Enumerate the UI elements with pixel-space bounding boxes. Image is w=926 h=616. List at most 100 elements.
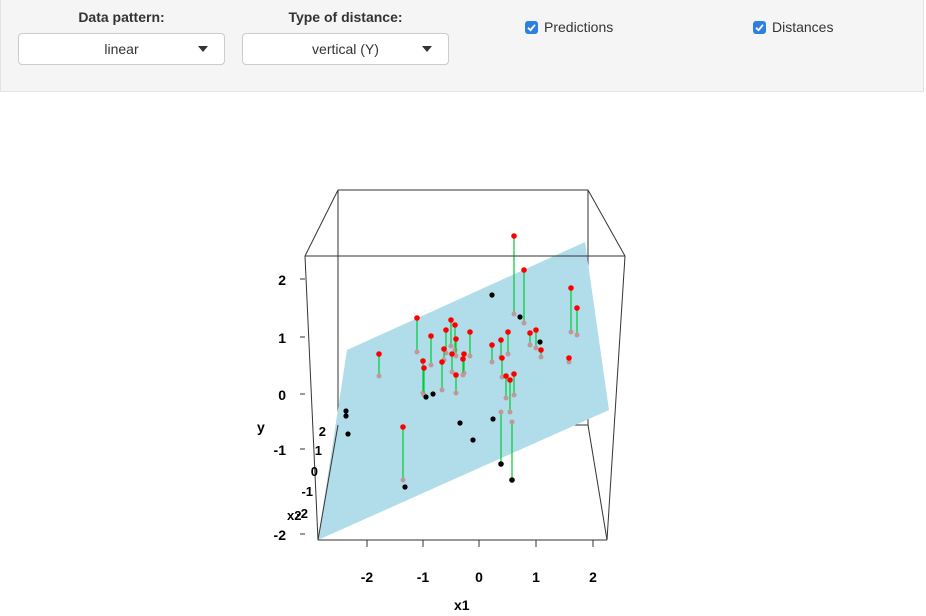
observed-point <box>489 292 495 298</box>
y-tick-label: -2 <box>274 527 287 543</box>
observed-point <box>511 233 517 239</box>
observed-point <box>376 351 382 357</box>
y-axis-ticks: -2 -1 0 1 2 <box>274 272 305 543</box>
observed-point <box>537 339 543 345</box>
control-panel: Data pattern: linear Type of distance: v… <box>0 0 924 92</box>
distances-checkbox[interactable]: Distances <box>753 19 833 35</box>
regression-3d-plot: -2 -1 0 1 2 -2 -1 0 1 2 -2 -1 0 1 2 y x1 x2 <box>257 189 626 613</box>
predicted-point <box>498 409 504 415</box>
checkbox-checked-icon <box>753 20 766 34</box>
y-tick-label: -1 <box>274 442 287 458</box>
observed-point <box>453 336 459 342</box>
predicted-point <box>511 311 517 317</box>
predicted-point <box>566 359 572 365</box>
observed-point <box>568 285 574 291</box>
predicted-point <box>439 387 445 393</box>
predicted-point <box>453 353 459 359</box>
predicted-point <box>503 395 509 401</box>
predicted-point <box>400 477 406 483</box>
predicted-point <box>509 419 515 425</box>
observed-point <box>511 371 517 377</box>
predicted-point <box>428 362 434 368</box>
predicted-point <box>414 349 420 355</box>
x2-tick-label: 1 <box>315 443 322 458</box>
observed-point <box>517 314 523 320</box>
x1-axis-label: x1 <box>454 597 470 611</box>
observed-point <box>423 394 429 400</box>
x1-tick-label: 2 <box>589 569 597 585</box>
x1-tick-label: -2 <box>361 569 374 585</box>
x1-tick-label: -1 <box>417 569 430 585</box>
x2-axis-label: x2 <box>287 508 301 523</box>
observed-point <box>400 424 406 430</box>
observed-point <box>452 322 458 328</box>
x2-tick-label: 0 <box>311 464 318 479</box>
y-tick-label: 2 <box>278 272 286 288</box>
observed-point <box>449 351 455 357</box>
data-pattern-select[interactable]: linear <box>18 33 225 65</box>
predicted-point <box>568 329 574 335</box>
observed-point <box>448 317 454 323</box>
predicted-point <box>533 345 539 351</box>
x1-axis-ticks: -2 -1 0 1 2 <box>361 540 597 585</box>
observed-point <box>428 333 434 339</box>
checkbox-checked-icon <box>525 20 538 34</box>
observed-point <box>441 346 447 352</box>
observed-point <box>439 359 445 365</box>
predicted-point <box>507 409 513 415</box>
predicted-point <box>574 332 580 338</box>
observed-point <box>467 329 473 335</box>
predicted-point <box>538 354 544 360</box>
predicted-point <box>443 350 449 356</box>
predicted-point <box>376 373 382 379</box>
observed-point <box>490 416 496 422</box>
observed-point <box>402 484 408 490</box>
observed-point <box>461 351 467 357</box>
predicted-point <box>489 359 495 365</box>
observed-point <box>566 355 572 361</box>
observed-point <box>505 329 511 335</box>
observed-point <box>489 342 495 348</box>
x2-axis-ticks: -2 -1 0 1 2 <box>296 424 326 521</box>
predicted-point <box>460 372 466 378</box>
observed-point <box>498 337 504 343</box>
box-front-edges <box>304 189 626 541</box>
chevron-down-icon <box>422 46 432 52</box>
regression-plane <box>318 242 609 540</box>
predictions-checkbox[interactable]: Predictions <box>525 19 613 35</box>
predicted-point <box>505 351 511 357</box>
x2-tick-label: -1 <box>301 484 313 499</box>
distances-label: Distances <box>772 19 834 35</box>
observed-point <box>533 327 539 333</box>
predicted-point <box>521 320 527 326</box>
observed-point <box>499 355 505 361</box>
observed-point <box>453 372 459 378</box>
x1-tick-label: 1 <box>532 569 540 585</box>
plot-area: -2 -1 0 1 2 -2 -1 0 1 2 -2 -1 0 1 2 y x1 x2 <box>0 92 926 613</box>
observed-point <box>345 431 351 437</box>
distance-type-label: Type of distance: <box>288 9 403 25</box>
observed-point <box>470 437 476 443</box>
observed-point <box>527 330 533 336</box>
predicted-point <box>448 343 454 349</box>
observed-point <box>521 267 527 273</box>
predicted-point <box>511 392 517 398</box>
observed-point <box>538 347 544 353</box>
y-tick-label: 0 <box>278 387 286 403</box>
observed-point <box>343 413 349 419</box>
x1-tick-label: 0 <box>475 569 483 585</box>
observed-point <box>430 391 436 397</box>
chevron-down-icon <box>198 46 208 52</box>
observed-point <box>420 358 426 364</box>
predicted-point <box>449 369 455 375</box>
observed-point <box>443 327 449 333</box>
predicted-point <box>527 342 533 348</box>
y-tick-label: 1 <box>278 330 286 346</box>
observed-point <box>457 420 463 426</box>
distance-type-select[interactable]: vertical (Y) <box>242 33 449 65</box>
x2-tick-label: -2 <box>296 506 308 521</box>
data-pattern-label: Data pattern: <box>78 9 165 25</box>
observed-point <box>509 477 515 483</box>
observed-point <box>503 373 509 379</box>
observed-point <box>421 365 427 371</box>
